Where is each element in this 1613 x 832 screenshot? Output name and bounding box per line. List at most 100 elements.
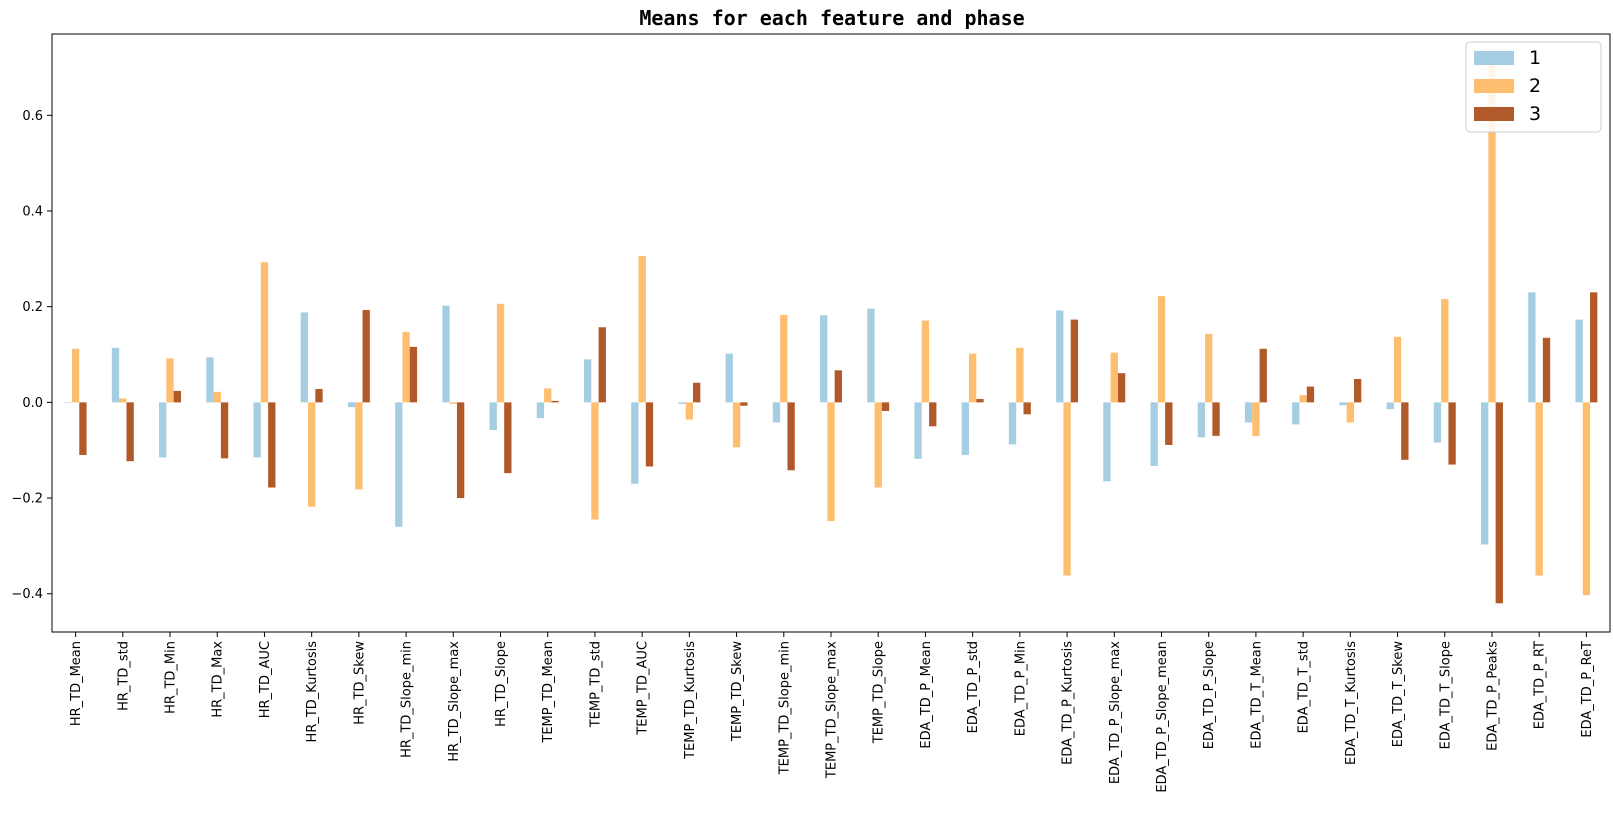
bar-series-3-EDA_TD_P_Peaks (1495, 402, 1503, 604)
bar-series-3-EDA_TD_P_Slope_max (1117, 373, 1126, 403)
bar-series-1-EDA_TD_T_std (1292, 402, 1300, 425)
bar-series-3-TEMP_TD_Slope_max (834, 370, 842, 403)
bar-series-3-TEMP_TD_Kurtosis (693, 382, 701, 403)
plot-area-frame (51, 33, 1611, 633)
y-tick-label: 0.2 (22, 300, 43, 315)
x-tick-label: HR_TD_AUC (258, 641, 273, 718)
x-tick-label: TEMP_TD_Kurtosis (683, 641, 698, 760)
x-tick-label: EDA_TD_T_std (1297, 641, 1312, 733)
bar-series-3-EDA_TD_T_std (1306, 386, 1315, 403)
bar-series-3-EDA_TD_P_std (976, 399, 984, 403)
x-tick-label: HR_TD_std (116, 641, 131, 711)
x-tick-label: TEMP_TD_Mean (541, 641, 556, 744)
x-tick-label: EDA_TD_P_Kurtosis (1061, 641, 1076, 765)
bar-series-1-TEMP_TD_Slope_max (820, 315, 828, 403)
bar-series-3-EDA_TD_P_Min (1023, 402, 1031, 415)
legend-label-2: 2 (1529, 75, 1541, 97)
bar-series-3-HR_TD_Kurtosis (315, 388, 323, 403)
x-tick-label: EDA_TD_T_Mean (1249, 641, 1264, 749)
x-tick-label: EDA_TD_P_Slope_mean (1155, 641, 1170, 793)
bar-series-1-EDA_TD_T_Kurtosis (1339, 402, 1347, 406)
x-tick-label: EDA_TD_P_Mean (919, 641, 934, 749)
bar-series-1-EDA_TD_P_Slope (1197, 402, 1206, 438)
bar-series-1-TEMP_TD_Slope (867, 308, 875, 403)
bar-series-1-EDA_TD_P_Mean (914, 402, 922, 459)
bar-series-2-EDA_TD_P_Kurtosis (1063, 402, 1071, 576)
bar-series-3-EDA_TD_T_Skew (1401, 402, 1409, 460)
bar-series-3-HR_TD_Slope_min (409, 346, 418, 403)
bar-series-3-EDA_TD_P_Slope_mean (1165, 402, 1173, 445)
bar-series-1-EDA_TD_P_Min (1008, 402, 1017, 445)
bar-series-2-HR_TD_Slope_min (402, 332, 410, 403)
bar-series-3-TEMP_TD_Slope_min (787, 402, 795, 471)
x-tick-label: EDA_TD_P_Peaks (1485, 641, 1500, 751)
bar-series-3-HR_TD_AUC (268, 402, 276, 488)
bar-series-2-HR_TD_Mean (71, 348, 80, 403)
bar-series-3-EDA_TD_P_Kurtosis (1070, 319, 1079, 403)
bar-series-1-HR_TD_Skew (347, 402, 356, 408)
bar-series-2-HR_TD_Slope_max (449, 402, 457, 404)
bar-series-1-EDA_TD_P_Slope_max (1103, 402, 1111, 482)
bar-series-1-TEMP_TD_Mean (536, 402, 545, 419)
legend-swatch-3 (1474, 107, 1514, 121)
x-tick-label: EDA_TD_P_Slope_max (1108, 641, 1123, 784)
bar-series-2-HR_TD_Slope (496, 303, 505, 403)
bar-series-2-EDA_TD_T_Slope (1441, 299, 1449, 403)
bar-series-2-EDA_TD_T_Skew (1393, 336, 1402, 403)
bar-series-2-EDA_TD_P_RT (1535, 402, 1543, 576)
bar-series-1-EDA_TD_P_RT (1528, 292, 1536, 403)
bar-series-2-HR_TD_AUC (260, 262, 269, 403)
x-tick-label: EDA_TD_P_Slope (1202, 641, 1217, 749)
legend-label-3: 3 (1529, 103, 1541, 125)
bar-series-3-TEMP_TD_Skew (740, 402, 748, 406)
bar-series-2-HR_TD_Skew (355, 402, 363, 490)
x-tick-label: EDA_TD_P_RT (1533, 641, 1548, 729)
y-axis: −0.4 −0.2 0.0 0.2 0.4 0.6 (11, 109, 52, 602)
y-tick-label: 0.0 (22, 396, 43, 411)
x-tick-label: EDA_TD_P_Min (1013, 641, 1028, 736)
x-tick-label: HR_TD_Skew (352, 641, 367, 725)
bar-series-1-HR_TD_Slope_min (395, 402, 403, 527)
y-tick-label: 0.6 (22, 109, 43, 124)
bar-series-2-TEMP_TD_Slope_max (827, 402, 835, 522)
x-tick-label: HR_TD_Slope_min (400, 641, 415, 758)
y-tick-label: −0.4 (11, 587, 43, 602)
y-tick-label: −0.2 (11, 492, 43, 507)
bar-series-1-HR_TD_Slope_max (442, 305, 450, 403)
x-tick-label: EDA_TD_T_Kurtosis (1344, 641, 1359, 765)
bar-series-1-EDA_TD_T_Mean (1244, 402, 1253, 423)
bar-series-1-HR_TD_Min (159, 402, 167, 458)
x-tick-label: TEMP_TD_Skew (730, 641, 745, 742)
x-tick-label: TEMP_TD_Slope (872, 641, 887, 744)
bar-series-2-HR_TD_Kurtosis (308, 402, 316, 507)
bar-series-2-TEMP_TD_Skew (732, 402, 741, 448)
legend-swatch-2 (1474, 79, 1514, 93)
x-tick-label: HR_TD_Kurtosis (305, 641, 320, 743)
x-tick-label: EDA_TD_P_ReT (1580, 641, 1595, 738)
bar-series-2-EDA_TD_P_ReT (1582, 402, 1591, 596)
bar-series-2-HR_TD_std (119, 398, 127, 403)
bar-series-2-TEMP_TD_Mean (544, 388, 552, 403)
bar-series-2-EDA_TD_P_Min (1016, 347, 1024, 403)
bar-series-1-HR_TD_AUC (253, 402, 261, 458)
bar-series-2-TEMP_TD_AUC (638, 255, 646, 403)
legend: 1 2 3 (1465, 41, 1602, 133)
bar-series-3-TEMP_TD_std (598, 327, 606, 403)
bar-series-1-TEMP_TD_Slope_min (772, 402, 781, 423)
bar-series-3-HR_TD_Max (220, 402, 229, 459)
chart-title: Means for each feature and phase (639, 6, 1024, 30)
bar-series-2-EDA_TD_P_std (968, 353, 977, 403)
bar-series-3-HR_TD_std (126, 402, 134, 462)
x-tick-label: EDA_TD_T_Skew (1391, 641, 1406, 748)
bar-series-1-TEMP_TD_Kurtosis (678, 402, 686, 404)
x-tick-label: TEMP_TD_Slope_max (825, 641, 840, 779)
bar-series-1-HR_TD_std (111, 347, 120, 403)
x-tick-label: TEMP_TD_std (588, 641, 603, 728)
x-tick-label: HR_TD_Min (164, 641, 179, 714)
bar-series-1-EDA_TD_P_Slope_mean (1150, 402, 1158, 466)
legend-swatch-1 (1474, 51, 1514, 65)
bar-series-1-EDA_TD_P_std (961, 402, 969, 455)
bar-series-1-EDA_TD_T_Skew (1386, 402, 1394, 410)
bar-series-3-HR_TD_Min (173, 390, 182, 403)
